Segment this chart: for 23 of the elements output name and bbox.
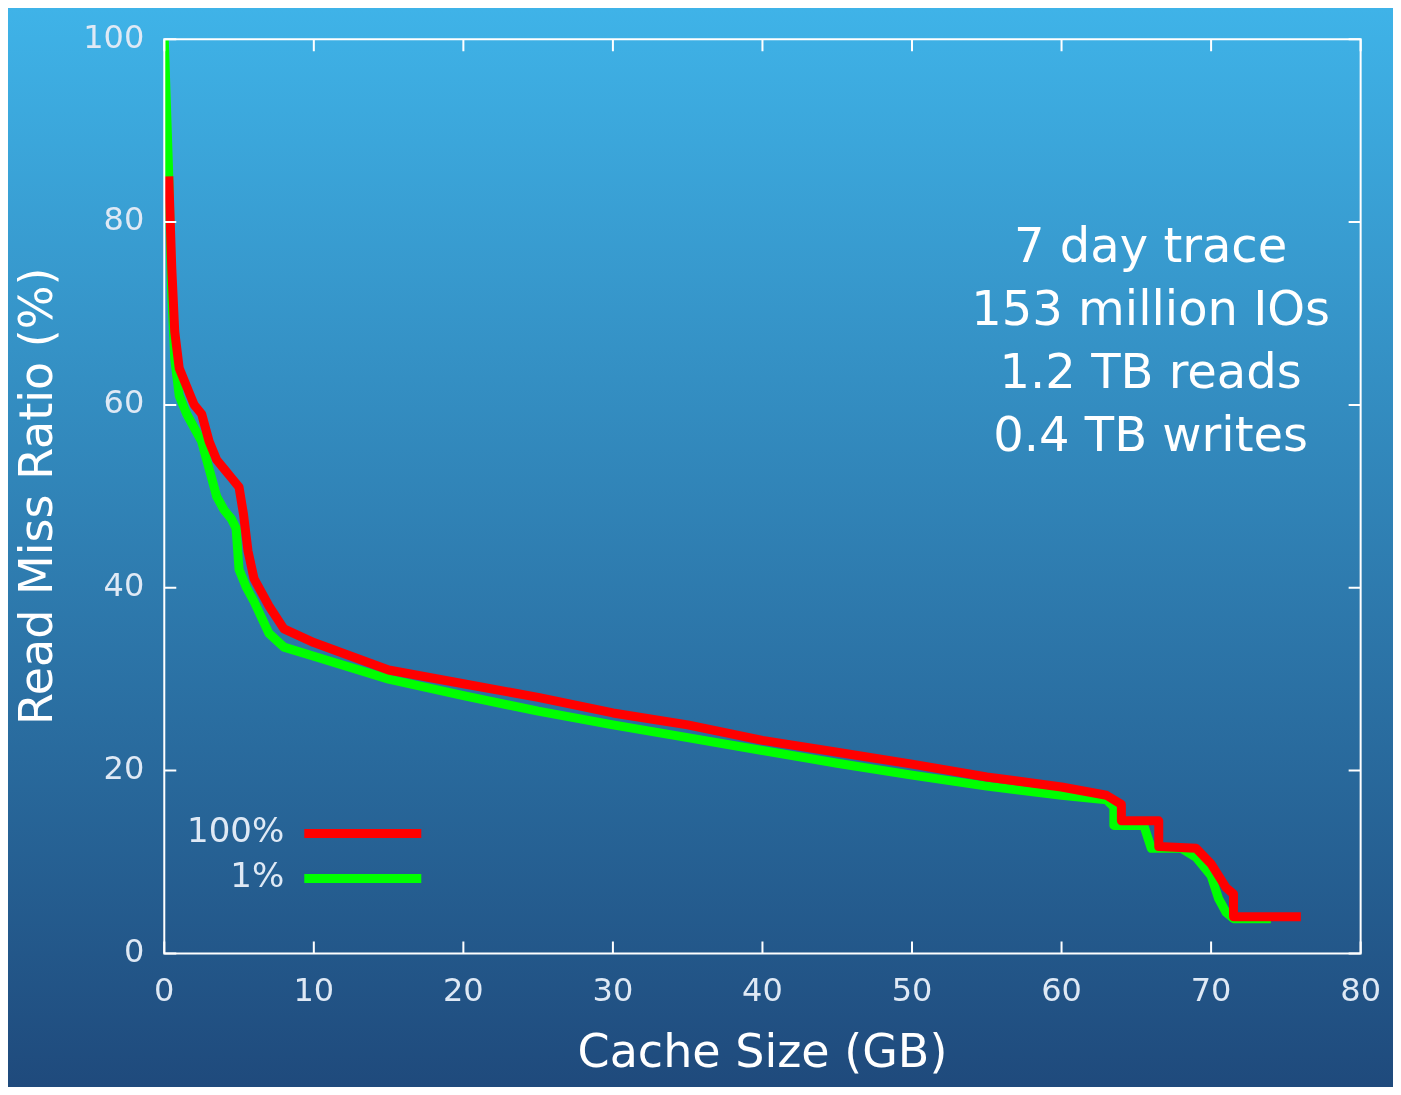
legend-label: 100% [187, 810, 285, 851]
annotation: 1.2 TB reads [999, 342, 1302, 399]
x-tick-label: 70 [1190, 970, 1232, 1009]
y-axis-title: Read Miss Ratio (%) [8, 267, 63, 726]
annotation: 7 day trace [1014, 216, 1288, 273]
annotation: 153 million IOs [971, 279, 1331, 336]
x-tick-label: 30 [592, 970, 634, 1009]
x-axis-title: Cache Size (GB) [577, 1024, 948, 1079]
y-tick-label: 40 [103, 566, 145, 605]
y-tick-label: 100 [83, 17, 145, 56]
x-tick-label: 40 [742, 970, 783, 1009]
x-tick-label: 80 [1340, 970, 1381, 1009]
x-tick-label: 0 [154, 970, 175, 1009]
legend-label: 1% [230, 855, 285, 896]
y-tick-label: 60 [103, 383, 145, 422]
y-tick-label: 20 [103, 748, 145, 787]
x-tick-label: 10 [293, 970, 335, 1009]
y-tick-label: 0 [123, 931, 145, 970]
annotation: 0.4 TB writes [993, 405, 1309, 462]
x-tick-label: 50 [891, 970, 933, 1009]
x-tick-label: 60 [1041, 970, 1082, 1009]
x-tick-label: 20 [443, 970, 484, 1009]
y-tick-label: 80 [103, 200, 145, 239]
